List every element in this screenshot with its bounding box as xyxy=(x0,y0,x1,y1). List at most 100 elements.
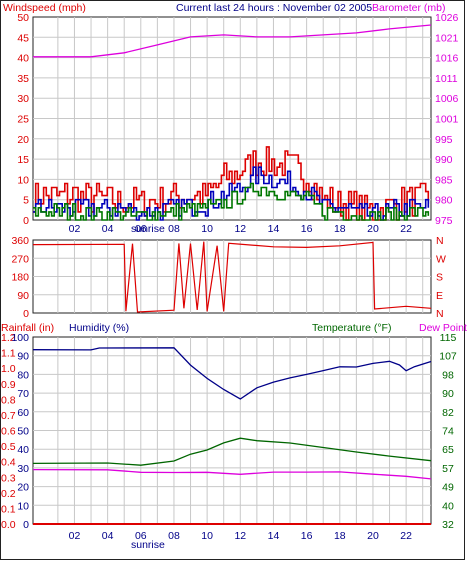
rain-tick-label: 0.0 xyxy=(1,519,16,531)
humidity-tick-label: 50 xyxy=(17,426,29,438)
humidity-axis-label: Humidity (%) xyxy=(69,322,129,334)
rain-tick-label: 0.8 xyxy=(1,394,16,406)
temperature-tick-label: 82 xyxy=(442,407,454,419)
humidity-tick-label: 60 xyxy=(17,407,29,419)
wind-tick-label: 5 xyxy=(23,195,29,207)
rain-tick-label: 1.0 xyxy=(1,363,16,375)
direction-line xyxy=(32,241,432,313)
time-tick-label: 06 xyxy=(135,530,147,542)
wind-tick-label: 40 xyxy=(17,53,29,65)
barometer-tick-label: 980 xyxy=(435,195,453,207)
avg-line xyxy=(33,182,430,221)
wind-tick-label: 50 xyxy=(17,12,29,24)
humidity-tick-label: 80 xyxy=(17,369,29,381)
time-tick-label: 04 xyxy=(102,530,114,542)
chart-title: Current last 24 hours : November 02 2005 xyxy=(176,2,372,14)
sunrise-label-top: sunrise xyxy=(131,223,165,235)
temperature-tick-label: 74 xyxy=(442,426,454,438)
direction-series xyxy=(32,241,432,313)
humidity-tick-label: 90 xyxy=(17,351,29,363)
humidity-tick-label: 20 xyxy=(17,482,29,494)
temperature-tick-label: 90 xyxy=(442,388,454,400)
wind-tick-label: 15 xyxy=(17,154,29,166)
barometer-line xyxy=(33,24,432,58)
barometer-tick-label: 1011 xyxy=(435,73,458,85)
compass-tick-label: N xyxy=(436,235,444,247)
windspeed-axis-label: Windspeed (mph) xyxy=(3,2,86,14)
humidity-tick-label: 30 xyxy=(17,463,29,475)
time-tick-label: 02 xyxy=(69,223,81,235)
climate-grid xyxy=(33,337,431,524)
temperature-tick-label: 107 xyxy=(439,351,457,363)
temperature-axis-label: Temperature (°F) xyxy=(312,322,391,334)
direction-tick-label: 180 xyxy=(11,272,29,284)
compass-tick-label: N xyxy=(436,308,444,320)
rain-tick-label: 1.1 xyxy=(1,348,16,360)
time-tick-label: 22 xyxy=(400,530,412,542)
temperature-tick-label: 40 xyxy=(442,500,454,512)
rain-tick-label: 1.2 xyxy=(1,332,16,344)
rain-tick-label: 0.6 xyxy=(1,426,16,438)
temperature-tick-label: 32 xyxy=(442,519,454,531)
barometer-tick-label: 1026 xyxy=(435,12,459,24)
wind-tick-label: 45 xyxy=(17,32,29,44)
wind-tick-label: 30 xyxy=(17,93,29,105)
temperature-tick-label: 57 xyxy=(442,463,454,475)
humidity-tick-label: 40 xyxy=(17,444,29,456)
dewpoint-line xyxy=(32,468,432,480)
time-tick-label: 08 xyxy=(168,530,180,542)
dewpoint-axis-label: Dew Point xyxy=(419,322,467,334)
time-tick-label: 14 xyxy=(268,530,280,542)
temperature-tick-label: 98 xyxy=(442,369,454,381)
time-tick-label: 20 xyxy=(367,530,379,542)
barometer-tick-label: 1006 xyxy=(435,93,459,105)
barometer-tick-label: 1016 xyxy=(435,53,459,65)
temperature-tick-label: 65 xyxy=(442,444,454,456)
rain-tick-label: 0.3 xyxy=(1,472,16,484)
time-tick-label: 14 xyxy=(268,223,280,235)
time-tick-label: 18 xyxy=(334,223,346,235)
sunrise-label-bottom: sunrise xyxy=(131,539,165,551)
wind-series xyxy=(33,24,432,221)
temperature-tick-label: 49 xyxy=(442,482,454,494)
temperature-tick-label: 115 xyxy=(440,332,457,344)
temperature-line xyxy=(32,437,432,466)
barometer-tick-label: 975 xyxy=(435,215,453,227)
humidity-line xyxy=(32,347,432,400)
time-tick-label: 12 xyxy=(234,223,246,235)
compass-tick-label: S xyxy=(436,272,443,284)
wind-tick-label: 35 xyxy=(17,73,29,85)
barometer-tick-label: 1001 xyxy=(435,114,459,126)
time-tick-label: 20 xyxy=(367,223,379,235)
wind-tick-label: 25 xyxy=(17,114,29,126)
compass-tick-label: E xyxy=(436,290,443,302)
time-tick-label: 06 xyxy=(135,223,147,235)
time-tick-label: 04 xyxy=(102,223,114,235)
compass-tick-label: W xyxy=(436,253,446,265)
direction-tick-label: 0 xyxy=(23,308,29,320)
wind-tick-label: 0 xyxy=(23,215,29,227)
rain-tick-label: 0.4 xyxy=(1,457,16,469)
climate-series xyxy=(32,347,432,525)
rain-tick-label: 0.9 xyxy=(1,379,16,391)
rain-tick-label: 0.7 xyxy=(1,410,16,422)
time-tick-label: 08 xyxy=(168,223,180,235)
direction-tick-label: 270 xyxy=(11,253,29,265)
direction-tick-label: 90 xyxy=(17,290,29,302)
time-tick-label: 22 xyxy=(400,223,412,235)
humidity-tick-label: 0 xyxy=(23,519,29,531)
time-tick-label: 16 xyxy=(301,530,313,542)
humidity-tick-label: 10 xyxy=(17,500,29,512)
wind-tick-label: 20 xyxy=(17,134,29,146)
rain-tick-label: 0.5 xyxy=(1,441,16,453)
barometer-tick-label: 1021 xyxy=(435,32,459,44)
humidity-tick-label: 100 xyxy=(11,332,29,344)
wind-grid xyxy=(33,17,431,220)
humidity-tick-label: 70 xyxy=(17,388,29,400)
time-tick-label: 10 xyxy=(201,223,213,235)
time-tick-label: 18 xyxy=(334,530,346,542)
rainfall-axis-label: Rainfall (in) xyxy=(1,322,54,334)
time-tick-label: 16 xyxy=(301,223,313,235)
